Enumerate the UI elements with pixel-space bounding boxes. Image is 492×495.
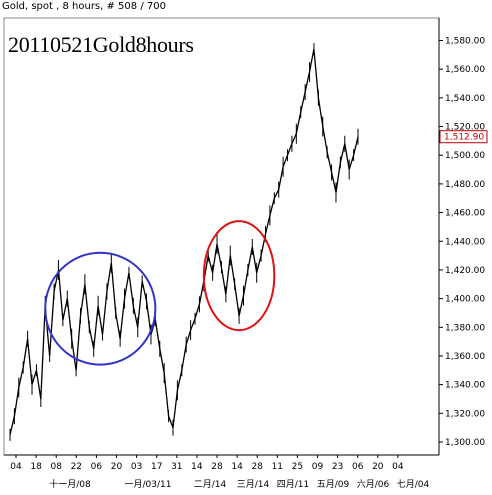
plot-frame <box>3 17 440 456</box>
x-month-label: 六月/06 <box>357 478 390 490</box>
x-month-label: 十一月/08 <box>49 478 91 490</box>
y-tick-label: 1,500.00 <box>445 151 485 161</box>
x-day-label: 20 <box>372 462 384 472</box>
x-day-label: 17 <box>151 462 162 472</box>
x-month-label: 三月/14 <box>237 479 270 490</box>
x-month-label: 一月/03/11 <box>125 479 172 490</box>
blue-circle-annotation <box>44 251 157 366</box>
x-day-label: 06 <box>91 462 103 472</box>
x-day-label: 20 <box>111 462 123 472</box>
x-day-label: 31 <box>171 462 182 472</box>
x-day-label: 06 <box>352 462 364 472</box>
y-tick-label: 1,560.00 <box>445 65 485 75</box>
y-tick-label: 1,300.00 <box>445 438 485 448</box>
last-price-box <box>439 130 488 144</box>
x-month-label: 二月/14 <box>194 479 227 490</box>
chart-title: 20110521Gold8hours <box>8 32 194 57</box>
x-day-label: 03 <box>131 462 142 472</box>
x-day-label: 14 <box>191 462 203 472</box>
x-month-label: 四月/11 <box>277 479 310 490</box>
y-tick-label: 1,340.00 <box>445 381 485 391</box>
y-tick-label: 1,540.00 <box>445 94 485 104</box>
x-day-label: 28 <box>251 462 263 472</box>
x-day-label: 04 <box>392 462 404 472</box>
x-day-label: 11 <box>272 462 283 472</box>
chart-info-text: Gold, spot , 8 hours, # 508 / 700 <box>2 1 166 12</box>
y-tick-label: 1,360.00 <box>445 352 485 362</box>
x-day-label: 28 <box>211 462 223 472</box>
x-day-label: 25 <box>292 462 303 472</box>
y-tick-label: 1,420.00 <box>445 266 485 276</box>
y-tick-label: 1,480.00 <box>445 180 485 190</box>
x-day-label: 23 <box>332 462 343 472</box>
x-month-label: 七月/04 <box>397 479 430 490</box>
x-day-label: 09 <box>312 462 324 472</box>
x-day-label: 08 <box>50 462 62 472</box>
y-tick-label: 1,460.00 <box>445 209 485 219</box>
y-tick-label: 1,520.00 <box>445 123 485 133</box>
x-day-label: 22 <box>71 462 82 472</box>
price-line <box>9 48 359 435</box>
y-tick-label: 1,320.00 <box>445 409 485 419</box>
x-day-label: 18 <box>30 462 42 472</box>
x-day-label: 04 <box>10 462 22 472</box>
red-circle-annotation <box>202 220 276 332</box>
y-tick-label: 1,580.00 <box>445 37 485 47</box>
y-tick-label: 1,400.00 <box>445 295 485 305</box>
y-tick-label: 1,380.00 <box>445 323 485 333</box>
last-price-label: 1,512.90 <box>444 133 484 143</box>
x-month-label: 五月/09 <box>317 479 350 490</box>
y-tick-label: 1,440.00 <box>445 237 485 247</box>
x-day-label: 14 <box>231 462 243 472</box>
